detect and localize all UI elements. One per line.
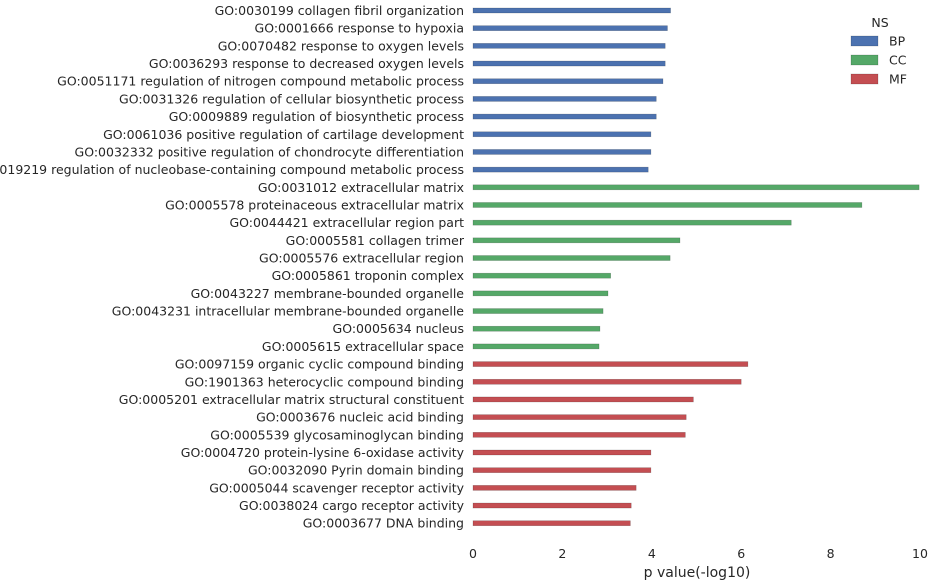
category-label: GO:0070482 response to oxygen levels — [218, 38, 464, 53]
x-tick-label: 4 — [648, 546, 656, 561]
category-label: GO:0030199 collagen fibril organization — [215, 3, 464, 18]
category-label: GO:0036293 response to decreased oxygen … — [149, 56, 464, 71]
category-label: GO:0001666 response to hypoxia — [255, 21, 464, 36]
bar-mf — [472, 449, 652, 456]
category-label: GO:0003676 nucleic acid binding — [256, 410, 464, 425]
category-label: GO:1901363 heterocyclic compound binding — [185, 374, 464, 389]
bar-mf — [472, 378, 742, 385]
category-label: GO:0019219 regulation of nucleobase-cont… — [0, 162, 464, 177]
category-label: GO:0005615 extracellular space — [262, 339, 464, 354]
bar-cc — [472, 237, 681, 244]
category-label: GO:0051171 regulation of nitrogen compou… — [57, 74, 464, 89]
x-tick-label: 6 — [737, 546, 745, 561]
category-label: GO:0097159 organic cyclic compound bindi… — [175, 357, 464, 372]
category-label: GO:0005576 extracellular region — [259, 251, 464, 266]
bar-mf — [472, 414, 687, 420]
category-label: GO:0032090 Pyrin domain binding — [248, 463, 464, 478]
category-label: GO:0005539 glycosaminoglycan binding — [210, 427, 464, 442]
bar-mf — [472, 361, 749, 367]
bar-bp — [472, 7, 671, 14]
bar-cc — [472, 290, 609, 297]
x-axis: 0 2 4 6 8 10 — [469, 546, 928, 561]
category-label: GO:0043227 membrane-bounded organelle — [191, 286, 465, 301]
bar-mf — [472, 396, 694, 403]
category-label: GO:0005581 collagen trimer — [286, 233, 465, 248]
legend: NS BP CC MF — [850, 15, 907, 87]
category-label: GO:0009889 regulation of biosynthetic pr… — [169, 109, 464, 124]
legend-label: CC — [889, 53, 907, 68]
category-label: GO:0043231 intracellular membrane-bounde… — [112, 304, 465, 319]
legend-swatch-mf — [850, 73, 879, 85]
x-tick-label: 0 — [469, 546, 477, 561]
bar-cc — [472, 184, 920, 191]
bars-layer — [472, 7, 920, 527]
bar-bp — [472, 60, 666, 67]
category-label: GO:0031012 extracellular matrix — [258, 180, 464, 195]
bar-bp — [472, 96, 657, 102]
bar-cc — [472, 219, 792, 226]
category-label: GO:0003677 DNA binding — [303, 516, 464, 531]
x-axis-label: p value(-log10) — [644, 565, 751, 581]
bar-cc — [472, 308, 604, 314]
bar-mf — [472, 432, 686, 438]
x-tick-label: 10 — [912, 546, 928, 561]
bar-cc — [472, 325, 601, 332]
bar-mf — [472, 467, 652, 473]
category-label: GO:0005044 scavenger receptor activity — [209, 480, 464, 495]
bar-bp — [472, 25, 668, 31]
x-tick-label: 2 — [558, 546, 566, 561]
legend-label: MF — [889, 72, 907, 87]
category-label: GO:0031326 regulation of cellular biosyn… — [119, 91, 464, 106]
bar-mf — [472, 485, 637, 491]
legend-label: BP — [889, 34, 906, 49]
bar-bp — [472, 166, 649, 173]
bar-mf — [472, 502, 632, 509]
bar-cc — [472, 272, 611, 279]
bar-bp — [472, 113, 657, 120]
bar-cc — [472, 202, 863, 208]
category-label: GO:0044421 extracellular region part — [229, 215, 464, 230]
bar-bp — [472, 149, 652, 155]
legend-swatch-bp — [850, 35, 879, 47]
bar-bp — [472, 131, 652, 138]
bar-mf — [472, 520, 631, 527]
category-label: GO:0005201 extracellular matrix structur… — [119, 392, 464, 407]
x-tick-label: 8 — [827, 546, 835, 561]
category-label: GO:0032332 positive regulation of chondr… — [75, 144, 464, 159]
category-label: GO:0005578 proteinaceous extracellular m… — [165, 197, 464, 212]
category-label: GO:0005861 troponin complex — [272, 268, 464, 283]
legend-swatch-cc — [850, 54, 879, 66]
category-label: GO:0061036 positive regulation of cartil… — [103, 127, 464, 142]
bar-cc — [472, 255, 671, 261]
category-label: GO:0004720 protein-lysine 6-oxidase acti… — [181, 445, 465, 460]
bar-bp — [472, 43, 666, 49]
bar-bp — [472, 78, 664, 85]
category-labels: GO:0030199 collagen fibril organization G… — [0, 3, 465, 531]
legend-title: NS — [871, 15, 888, 30]
category-label: GO:0038024 cargo receptor activity — [239, 498, 465, 513]
category-label: GO:0005634 nucleus — [333, 321, 464, 336]
bar-cc — [472, 343, 600, 350]
